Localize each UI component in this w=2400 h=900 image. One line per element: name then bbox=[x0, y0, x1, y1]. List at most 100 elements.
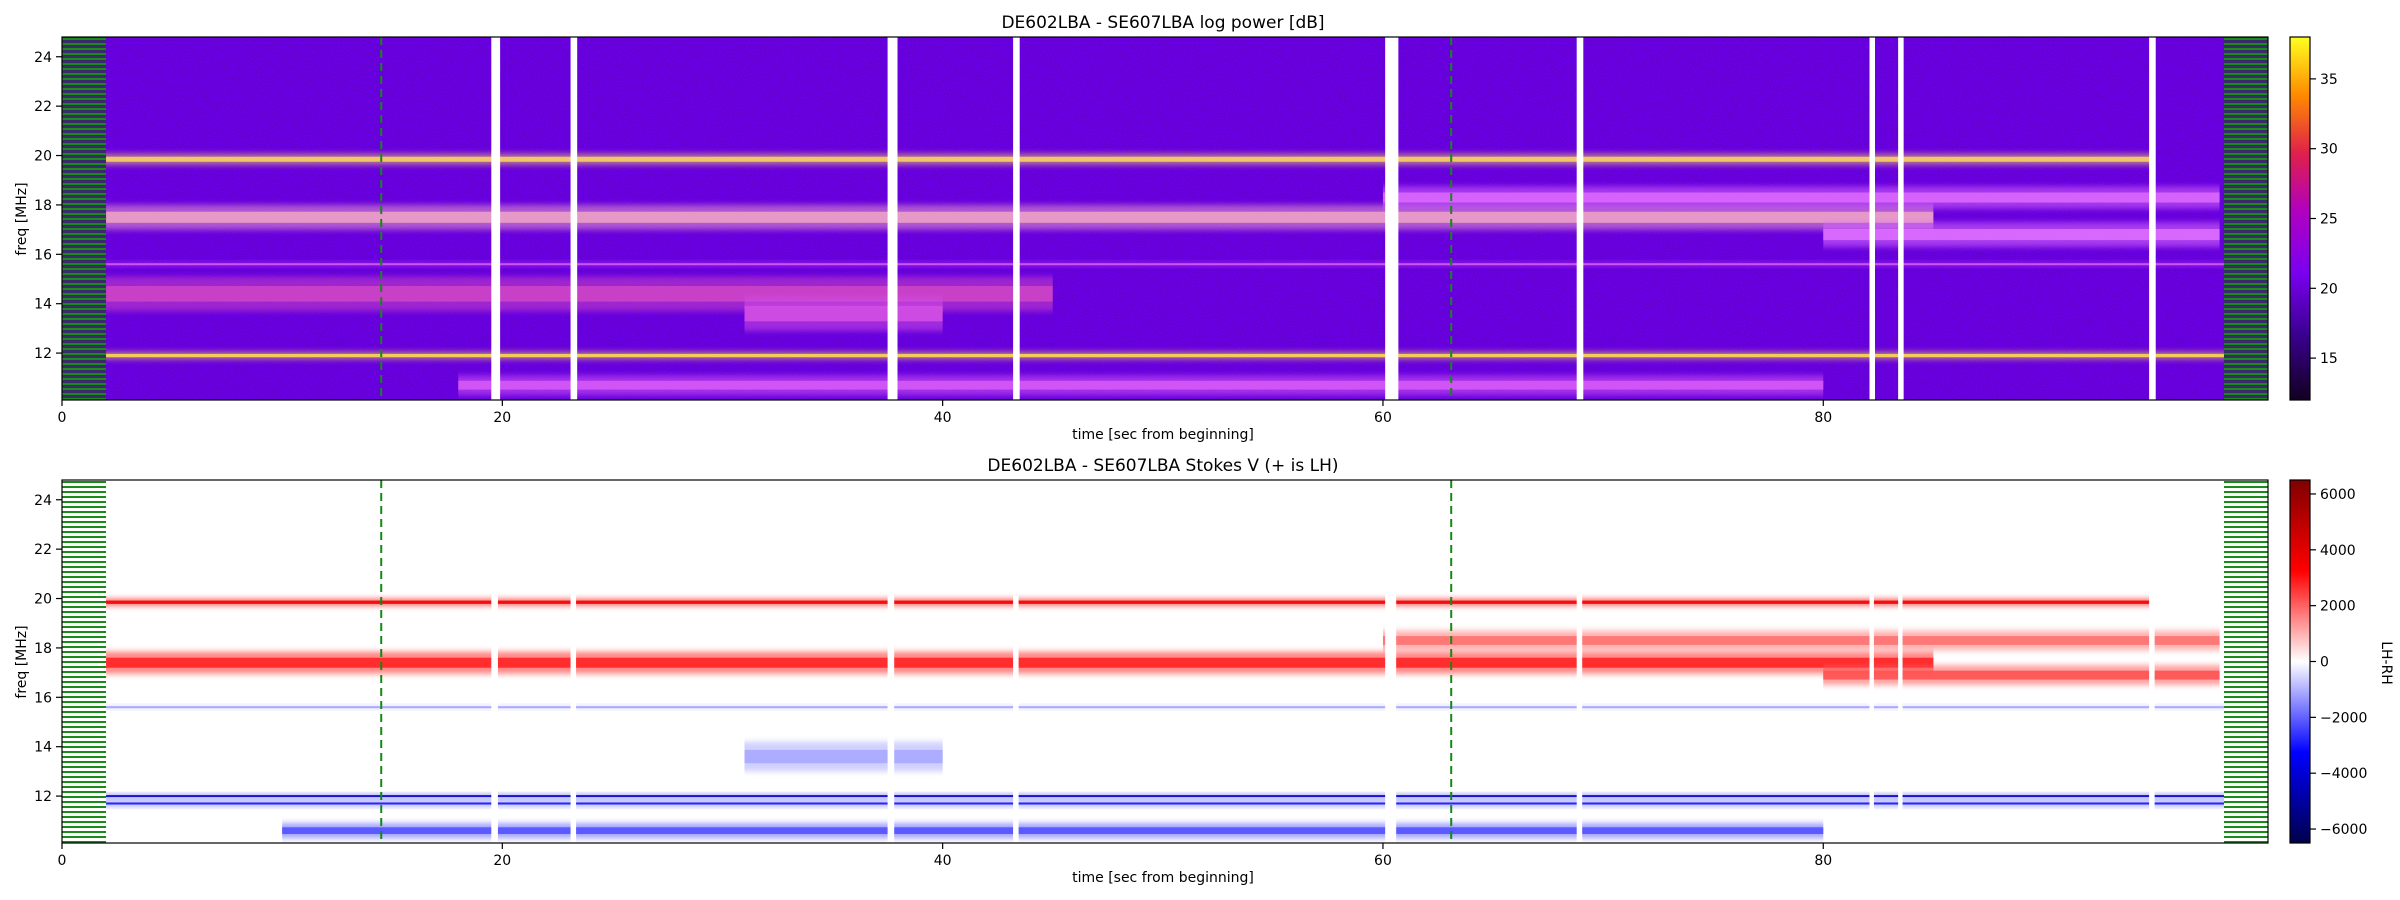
heatmap-band bbox=[1823, 665, 2220, 685]
heatmap-band bbox=[744, 296, 943, 331]
y-tick-label: 22 bbox=[34, 99, 52, 115]
colorbar-tick-label: 25 bbox=[2320, 212, 2338, 228]
heatmap-band-core bbox=[62, 263, 2264, 266]
colorbar-tick-label: 0 bbox=[2320, 655, 2329, 671]
y-tick-label: 22 bbox=[34, 542, 52, 558]
data-gap bbox=[491, 480, 498, 843]
x-tick-label: 60 bbox=[1374, 410, 1392, 426]
x-tick-label: 0 bbox=[58, 853, 67, 869]
heatmap-band bbox=[1382, 630, 2220, 651]
data-gap bbox=[1898, 37, 1904, 400]
colorbar-tick-label: 30 bbox=[2320, 142, 2338, 158]
y-tick-label: 20 bbox=[34, 592, 52, 608]
plot-area bbox=[61, 479, 2269, 844]
y-axis: 12 14 16 18 20 22 24 bbox=[34, 50, 62, 362]
heatmap-band bbox=[458, 375, 1824, 396]
heatmap-band bbox=[62, 801, 2264, 806]
y-tick-label: 12 bbox=[34, 789, 52, 805]
heatmap-band bbox=[62, 153, 2154, 165]
heatmap-band-core bbox=[106, 657, 1934, 668]
heatmap-band-core bbox=[744, 749, 943, 764]
data-gap bbox=[2149, 37, 2156, 400]
x-tick-label: 40 bbox=[934, 410, 952, 426]
chart-title: DE602LBA - SE607LBA log power [dB] bbox=[1001, 13, 1324, 33]
data-gap bbox=[1013, 480, 1019, 843]
y-tick-label: 16 bbox=[34, 247, 52, 263]
heatmap-band-core bbox=[62, 353, 2264, 358]
heatmap-band bbox=[1382, 186, 2220, 209]
heatmap-band bbox=[282, 823, 1824, 839]
flagged-region bbox=[62, 480, 107, 843]
data-gap bbox=[1385, 37, 1399, 400]
data-gap bbox=[570, 37, 578, 400]
y-tick-label: 20 bbox=[34, 149, 52, 165]
data-gap bbox=[1898, 480, 1903, 843]
data-gap bbox=[1869, 37, 1876, 400]
chart-title: DE602LBA - SE607LBA Stokes V (+ is LH) bbox=[987, 456, 1338, 476]
flagged-region bbox=[62, 37, 107, 400]
heatmap-band-core bbox=[62, 156, 2154, 162]
data-gap bbox=[1385, 480, 1397, 843]
x-axis-label: time [sec from beginning] bbox=[1072, 427, 1254, 443]
data-gap bbox=[887, 37, 898, 400]
heatmap-band bbox=[62, 262, 2264, 266]
x-tick-label: 80 bbox=[1814, 410, 1832, 426]
heatmap-band-core bbox=[458, 380, 1824, 390]
heatmap-band-core bbox=[62, 600, 2154, 604]
data-gap bbox=[1869, 480, 1874, 843]
y-tick-label: 18 bbox=[34, 641, 52, 657]
plot-frame bbox=[61, 479, 2269, 844]
colorbar-tick-label: −6000 bbox=[2320, 822, 2367, 838]
x-tick-label: 60 bbox=[1374, 853, 1392, 869]
plot-area bbox=[61, 36, 2269, 401]
data-gap bbox=[1576, 37, 1584, 400]
y-axis-label: freq [MHz] bbox=[14, 625, 30, 698]
y-tick-label: 16 bbox=[34, 690, 52, 706]
heatmap-band bbox=[106, 651, 1934, 674]
y-tick-label: 14 bbox=[34, 740, 52, 756]
heatmap-band bbox=[62, 598, 2154, 606]
flagged-region bbox=[2223, 37, 2268, 400]
heatmap-band-core bbox=[282, 827, 1824, 834]
heatmap-band-core bbox=[1823, 228, 2220, 241]
heatmap-band bbox=[62, 794, 2264, 798]
y-tick-label: 24 bbox=[34, 493, 52, 509]
log-power-panel: DE602LBA - SE607LBA log power [dB] 0 20 40… bbox=[14, 13, 2338, 443]
heatmap-band-core bbox=[62, 795, 2264, 798]
heatmap-band bbox=[62, 351, 2264, 360]
y-tick-label: 14 bbox=[34, 297, 52, 313]
colorbar-gradient bbox=[2290, 37, 2310, 400]
heatmap-band-core bbox=[744, 305, 943, 322]
data-gap bbox=[2149, 480, 2155, 843]
colorbar-tick-label: 35 bbox=[2320, 72, 2338, 88]
y-tick-label: 18 bbox=[34, 198, 52, 214]
x-tick-label: 80 bbox=[1814, 853, 1832, 869]
flagged-region bbox=[2223, 480, 2268, 843]
heatmap-band bbox=[62, 705, 2264, 709]
y-tick-label: 24 bbox=[34, 50, 52, 66]
heatmap-band-core bbox=[1382, 636, 2220, 645]
colorbar-gradient bbox=[2290, 480, 2310, 843]
colorbar-tick-label: 20 bbox=[2320, 281, 2338, 297]
x-axis: 0 20 40 60 80 bbox=[58, 400, 1832, 426]
x-tick-label: 20 bbox=[493, 853, 511, 869]
y-axis: 12 14 16 18 20 22 24 bbox=[34, 493, 62, 805]
heatmap-band bbox=[1823, 222, 2220, 247]
colorbar-tick-label: 4000 bbox=[2320, 543, 2356, 559]
stokes-v-panel: DE602LBA - SE607LBA Stokes V (+ is LH) 0… bbox=[14, 456, 2394, 886]
heatmap-band-core bbox=[1823, 670, 2220, 680]
x-axis-label: time [sec from beginning] bbox=[1072, 870, 1254, 886]
heatmap-band-core bbox=[62, 706, 2264, 709]
x-tick-label: 20 bbox=[493, 410, 511, 426]
colorbar-tick-label: 2000 bbox=[2320, 599, 2356, 615]
data-gap bbox=[1013, 37, 1020, 400]
data-gap bbox=[570, 480, 577, 843]
colorbar: 6000 4000 2000 0 −2000 −4000 −6000 bbox=[2289, 479, 2367, 844]
heatmap-band-core bbox=[62, 802, 2264, 805]
data-gap bbox=[1576, 480, 1583, 843]
x-tick-label: 40 bbox=[934, 853, 952, 869]
colorbar-tick-label: −2000 bbox=[2320, 710, 2367, 726]
data-gap bbox=[887, 480, 895, 843]
y-tick-label: 12 bbox=[34, 346, 52, 362]
